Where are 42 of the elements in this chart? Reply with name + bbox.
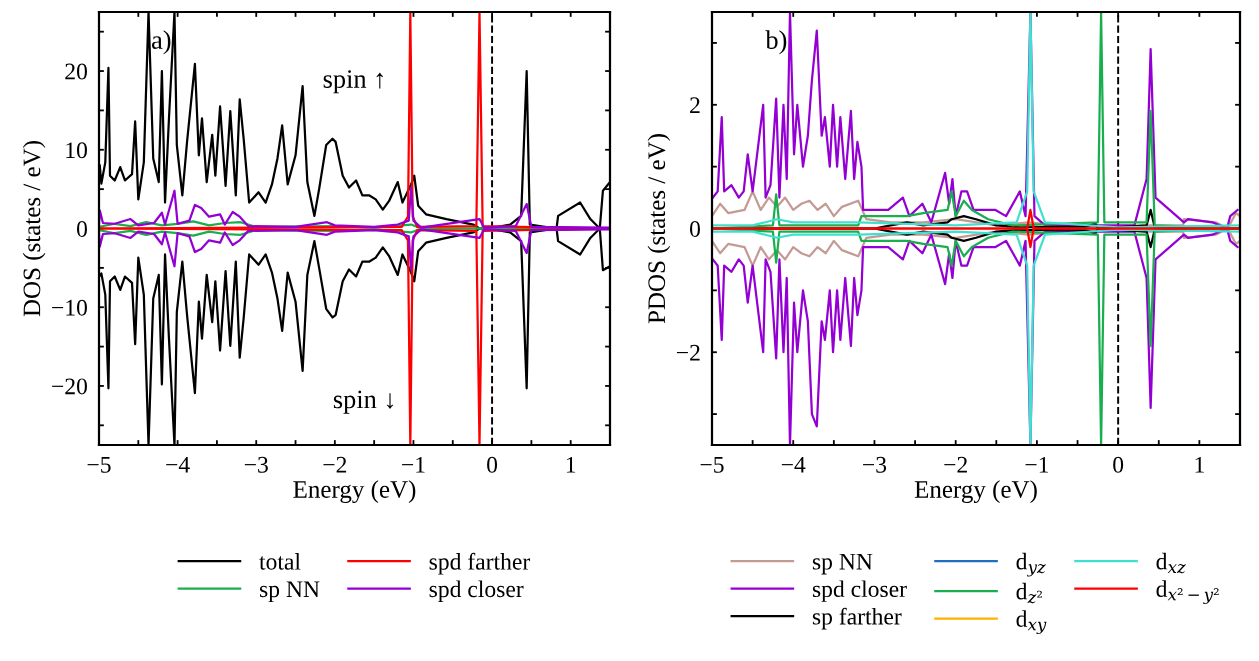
x-tick-label: −5 <box>87 457 111 473</box>
legend-label: spd closer <box>429 580 524 602</box>
y-tick-label: 20 <box>65 63 87 80</box>
x-tick-label: −2 <box>323 456 347 473</box>
legend-label: total <box>259 553 301 570</box>
x-axis-title: Energy (eV) <box>293 480 416 504</box>
x-tick-label: −4 <box>166 456 190 473</box>
legend-label: spd farther <box>429 552 531 575</box>
annotation: a) <box>152 30 171 55</box>
x-tick-label: 1 <box>1195 456 1204 473</box>
legend-label: d$_{z²}$ <box>1016 582 1042 604</box>
legend-label: d$_{xz}$ <box>1156 552 1186 574</box>
y-tick-label: 10 <box>66 142 87 159</box>
x-tick-label: 0 <box>487 456 498 473</box>
y-tick-label: −20 <box>52 378 87 395</box>
y-tick-label: −2 <box>676 344 700 361</box>
x-tick-label: −1 <box>1025 456 1049 473</box>
y-tick-label: −10 <box>52 299 87 316</box>
legend-label: sp NN <box>259 581 320 602</box>
x-tick-label: 0 <box>1113 456 1124 473</box>
x-tick-label: −3 <box>863 456 887 473</box>
y-axis-title: DOS (states / eV) <box>22 141 46 317</box>
x-tick-label: −5 <box>700 457 724 473</box>
x-tick-label: −3 <box>244 456 268 473</box>
y-tick-label: 2 <box>690 97 700 113</box>
y-tick-label: 0 <box>689 220 700 237</box>
annotation: spin ↓ <box>333 390 394 414</box>
x-tick-label: 1 <box>566 456 576 473</box>
legend-label: d$_{xy}$ <box>1016 610 1047 635</box>
annotation: b) <box>765 30 787 55</box>
annotation: spin ↑ <box>323 70 383 94</box>
x-axis-title: Energy (eV) <box>914 480 1037 504</box>
x-tick-label: −1 <box>402 456 425 473</box>
legend-label: d$_{x²−y²}$ <box>1156 580 1219 605</box>
legend-label: spd closer <box>812 580 907 602</box>
x-tick-label: −2 <box>944 456 967 473</box>
y-axis-title: PDOS (states / eV) <box>647 134 671 324</box>
legend-label: d$_{yz}$ <box>1016 552 1046 577</box>
y-tick-label: 0 <box>76 220 87 237</box>
legend-label: sp NN <box>812 553 873 575</box>
legend-label: sp farther <box>812 607 902 630</box>
x-tick-label: −4 <box>781 456 806 473</box>
